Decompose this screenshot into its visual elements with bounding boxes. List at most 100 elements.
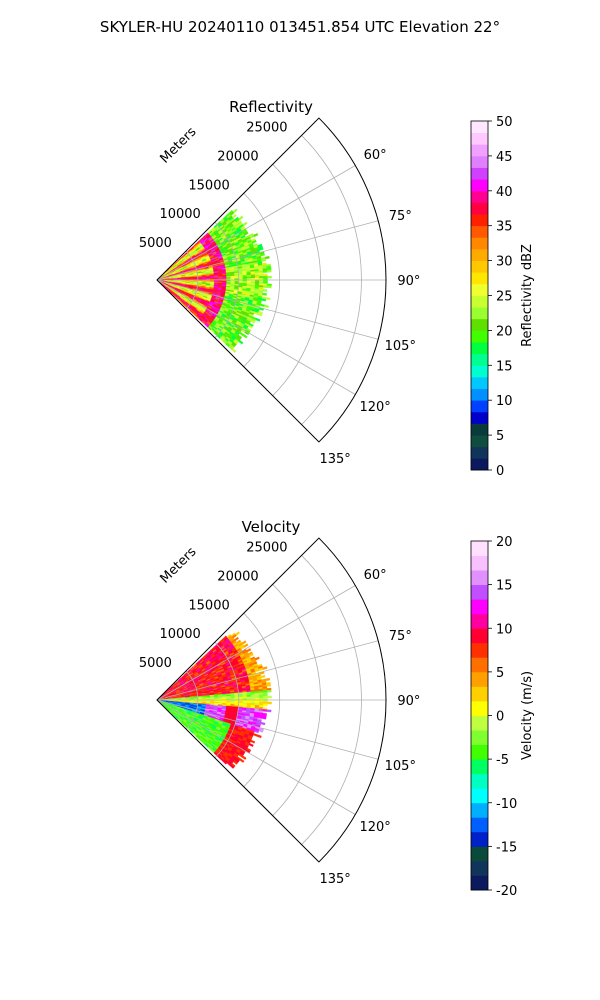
theta-tick-label: 135°	[319, 452, 350, 467]
range-tick-label: 25000	[246, 540, 287, 555]
radar-cell	[241, 640, 247, 645]
radar-cell	[231, 348, 237, 353]
radar-cell	[266, 683, 271, 687]
radar-cell	[242, 221, 248, 227]
colorbar-swatch	[471, 295, 488, 308]
colorbar-swatch	[471, 584, 488, 600]
colorbar-swatch	[471, 411, 488, 424]
colorbar-label: Velocity (m/s)	[520, 671, 535, 760]
colorbar-swatch	[471, 817, 488, 833]
theta-tick-label: 75°	[389, 629, 412, 644]
colorbar-tick-label: 50	[496, 115, 513, 130]
colorbar-tick-label: 45	[496, 150, 513, 165]
colorbar-swatch	[471, 376, 488, 389]
radar-cell	[262, 270, 268, 273]
radar-cell	[265, 297, 271, 301]
radar-cell	[232, 208, 238, 214]
colorbar-swatch	[471, 446, 488, 459]
colorbar-swatch	[471, 342, 488, 355]
theta-tick-label: 105°	[385, 339, 416, 354]
theta-tick-label: 105°	[385, 759, 416, 774]
radar-cell	[262, 289, 268, 292]
colorbar-swatch	[471, 132, 488, 145]
colorbar-swatch	[471, 202, 488, 215]
radar-cell	[253, 233, 259, 238]
colorbar-tick-label: 10	[496, 622, 513, 637]
colorbar-swatch	[471, 831, 488, 847]
colorbar-swatch	[471, 179, 488, 192]
radar-cell	[266, 269, 272, 273]
theta-tick-label: 60°	[364, 148, 387, 163]
colorbar-swatch	[471, 671, 488, 687]
radar-cell	[266, 689, 272, 693]
colorbar-tick-label: -10	[496, 797, 517, 812]
colorbar-swatch	[471, 715, 488, 731]
radar-cell	[246, 648, 252, 653]
colorbar-tick-label: 15	[496, 359, 513, 374]
radar-cell	[263, 275, 268, 279]
radar-cell	[265, 677, 271, 682]
colorbar-swatch	[471, 237, 488, 250]
colorbar-swatch	[471, 773, 488, 789]
radar-cell	[258, 247, 264, 251]
theta-tick-label: 75°	[389, 209, 412, 224]
colorbar-swatch	[471, 167, 488, 180]
colorbar-tick-label: 20	[496, 535, 513, 550]
range-axis-label: Meters	[158, 544, 200, 586]
range-axis-label: Meters	[158, 124, 200, 166]
colorbar-swatch	[471, 788, 488, 804]
colorbar-swatch	[471, 330, 488, 343]
colorbar-swatch	[471, 802, 488, 818]
colorbar-tick-label: 35	[496, 220, 513, 235]
colorbar-swatch	[471, 759, 488, 775]
radar-cell	[254, 656, 260, 661]
range-tick-label: 15000	[188, 178, 229, 193]
radar-cell	[235, 631, 241, 636]
colorbar-swatch	[471, 225, 488, 238]
radar-cell	[263, 703, 268, 707]
radar-cell	[267, 701, 272, 705]
range-tick-label: 25000	[246, 120, 287, 135]
colorbar-tick-label: 0	[496, 464, 504, 479]
colorbar-swatch	[471, 744, 488, 760]
colorbar-swatch	[471, 628, 488, 644]
colorbar-swatch	[471, 260, 488, 273]
colorbar-swatch	[471, 144, 488, 157]
theta-tick-label: 120°	[359, 400, 390, 415]
radar-cell	[231, 213, 237, 219]
colorbar-tick-label: 25	[496, 290, 513, 305]
colorbar-tick-label: -15	[496, 840, 517, 855]
theta-tick-label: 120°	[359, 820, 390, 835]
colorbar-swatch	[471, 458, 488, 471]
colorbar-swatch	[471, 642, 488, 658]
radar-cell	[238, 215, 244, 221]
radar-cell	[256, 734, 262, 739]
radar-cell	[262, 285, 268, 288]
theta-tick-label: 60°	[364, 568, 387, 583]
colorbar-tick-label: 10	[496, 394, 513, 409]
theta-tick-label: 90°	[397, 274, 420, 289]
range-tick-label: 20000	[217, 569, 258, 584]
theta-tick-label: 90°	[397, 694, 420, 709]
colorbar-tick-label: 15	[496, 579, 513, 594]
range-tick-label: 5000	[139, 656, 172, 671]
radar-cell	[241, 755, 247, 760]
colorbar-swatch	[471, 353, 488, 366]
colorbar-swatch	[471, 541, 488, 556]
radar-cell	[234, 636, 240, 642]
radar-cell	[263, 304, 269, 309]
colorbar-tick-label: 5	[496, 666, 504, 681]
colorbar-swatch	[471, 365, 488, 378]
radar-cell	[251, 239, 257, 244]
colorbar-swatch	[471, 860, 488, 876]
radar-cell	[261, 258, 267, 262]
colorbar-swatch	[471, 599, 488, 615]
colorbar-swatch	[471, 686, 488, 702]
colorbar-swatch	[471, 318, 488, 331]
radar-cell	[248, 743, 254, 747]
colorbar-tick-label: -20	[496, 884, 517, 899]
colorbar-swatch	[471, 700, 488, 716]
colorbar-swatch	[471, 423, 488, 436]
